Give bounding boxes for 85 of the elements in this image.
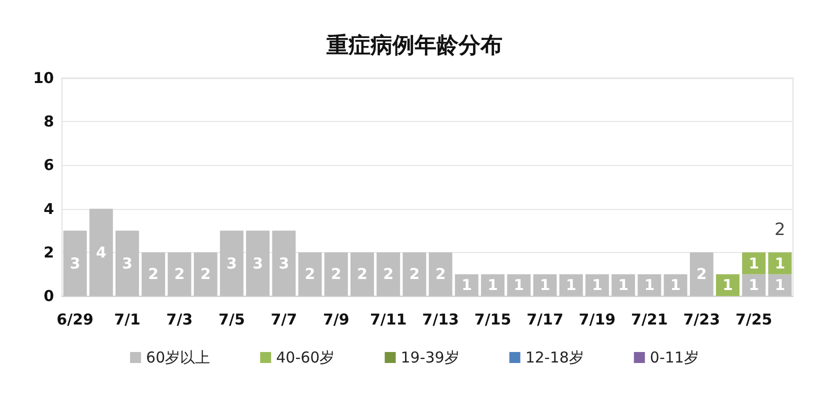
bar [63,230,87,296]
data-label: 3 [278,254,290,272]
bar [638,274,662,296]
bar [533,274,557,296]
data-label: 1 [774,254,786,272]
bar [194,252,218,296]
bar [350,252,374,296]
data-label: 1 [540,276,550,294]
bar [690,252,714,296]
bar [142,252,166,296]
y-tick-label: 6 [44,156,54,174]
data-label: 1 [748,254,760,272]
bar [402,252,426,296]
total-label: 2 [774,220,786,240]
x-tick-label: 7/15 [474,310,512,328]
data-label: 1 [488,276,498,294]
x-tick-label: 7/17 [526,310,564,328]
bar [768,274,792,296]
x-tick-label: 6/29 [56,310,94,328]
bar [324,252,348,296]
data-label: 2 [200,265,211,284]
data-label: 4 [96,243,106,262]
bar [298,252,322,296]
data-label: 2 [148,265,159,284]
data-label: 3 [252,254,264,272]
x-tick-label: 7/19 [578,310,616,328]
data-label: 2 [383,265,394,284]
data-label: 1 [644,276,655,294]
data-label: 1 [566,276,576,294]
data-label: 2 [409,265,420,284]
legend-label: 19-39岁 [400,348,460,366]
data-label: 1 [618,276,629,294]
y-tick-label: 4 [44,200,54,218]
bar [220,230,244,296]
x-tick-label: 7/25 [735,310,772,328]
bar [585,274,609,296]
data-label: 2 [357,265,368,284]
bar [246,230,270,296]
data-label: 1 [461,276,472,294]
data-label: 1 [722,276,733,294]
legend-label: 0-11岁 [650,348,699,366]
x-tick-label: 7/11 [370,310,407,328]
bar [664,274,688,296]
x-tick-label: 7/23 [683,310,720,328]
bar [272,230,296,296]
data-label: 1 [748,276,760,294]
x-tick-label: 7/7 [270,310,298,328]
data-label: 1 [592,276,602,294]
data-label: 2 [330,265,342,284]
legend-label: 12-18岁 [525,348,584,366]
data-label: 1 [670,276,681,294]
data-label: 2 [696,265,707,284]
data-label: 3 [122,254,132,272]
chart-title: 重症病例年龄分布 [326,34,502,58]
bar [507,274,531,296]
x-tick-label: 7/9 [322,310,350,328]
bar [89,208,113,296]
bar [481,274,505,296]
legend-label: 40-60岁 [276,348,335,366]
y-tick-label: 2 [44,243,54,262]
x-tick-label: 7/5 [218,310,245,328]
data-label: 1 [774,276,786,294]
legend-label: 60岁以上 [146,348,210,366]
data-label: 2 [174,265,185,284]
data-label: 2 [435,265,446,284]
x-tick-label: 7/1 [114,310,140,328]
data-label: 3 [226,254,237,272]
bar [168,252,192,296]
data-label: 3 [70,254,80,272]
y-tick-label: 10 [33,69,54,87]
x-tick-label: 7/21 [631,310,668,328]
bar [376,252,400,296]
bar [559,274,583,296]
bar [716,274,740,296]
bar [428,252,452,296]
x-tick-label: 7/3 [166,310,193,328]
data-label: 2 [304,265,316,284]
bar [742,274,766,296]
y-tick-label: 8 [44,112,54,131]
bar [612,274,636,296]
data-label: 1 [514,276,524,294]
x-tick-label: 7/13 [422,310,459,328]
bar [454,274,478,296]
bar [116,230,140,296]
y-tick-label: 0 [44,287,54,305]
